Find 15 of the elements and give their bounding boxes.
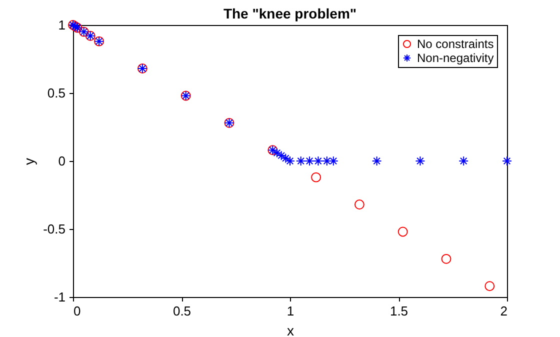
legend-label: Non-negativity <box>417 51 494 65</box>
legend-label: No constraints <box>417 37 494 51</box>
x-tick-label: 0.5 <box>172 304 192 318</box>
x-tick-label: 1.5 <box>390 304 408 318</box>
y-tick-label: 0 <box>58 154 66 168</box>
x-tick-label: 0 <box>74 304 81 318</box>
x-axis-title: x <box>287 322 294 337</box>
y-tick-label: -0.5 <box>43 222 66 236</box>
y-tick-label: 1 <box>58 18 66 32</box>
y-tick-label: -1 <box>54 290 66 304</box>
x-tick-label: 2 <box>500 304 508 318</box>
x-tick-label: 1 <box>286 304 294 318</box>
y-axis-title: y <box>21 158 38 165</box>
chart-title: The "knee problem" <box>223 6 357 22</box>
y-tick-label: 0.5 <box>47 86 66 100</box>
